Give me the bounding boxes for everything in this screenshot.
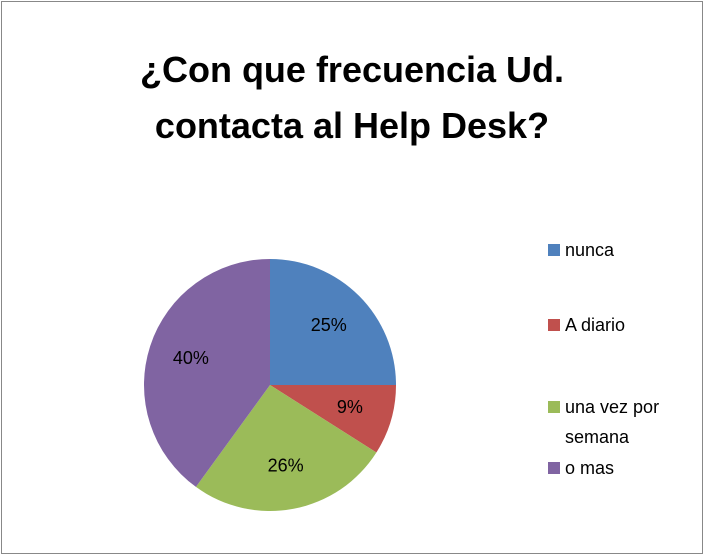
data-label: 9% <box>337 397 363 417</box>
pie-slice <box>143 259 270 487</box>
legend-label: una vez por semana <box>565 397 660 447</box>
data-label: 26% <box>268 455 304 475</box>
pie-slice <box>270 385 396 453</box>
legend-label: nunca <box>565 240 615 260</box>
legend-swatch <box>548 244 560 256</box>
legend-label: A diario <box>565 315 626 335</box>
pie-slice <box>195 385 377 512</box>
legend-swatch <box>548 319 560 331</box>
chart-title: ¿Con que frecuencia Ud. contacta al Help… <box>139 49 565 146</box>
legend-swatch <box>548 462 560 474</box>
legend-swatch <box>548 401 560 413</box>
data-label: 25% <box>311 315 347 335</box>
data-label: 40% <box>173 348 209 368</box>
legend-label: o mas <box>565 458 615 478</box>
pie-slice <box>270 259 396 385</box>
